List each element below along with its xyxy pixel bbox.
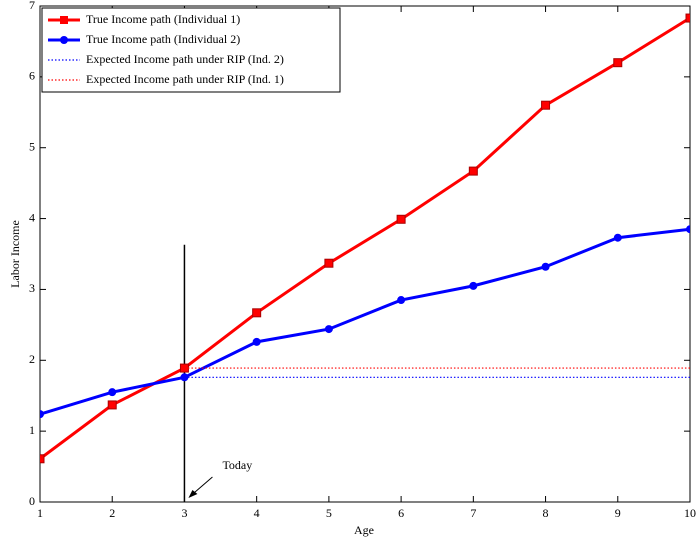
marker	[107, 400, 117, 410]
legend-label: True Income path (Individual 2)	[86, 32, 240, 46]
x-tick-label: 10	[684, 506, 696, 520]
x-axis-label: Age	[354, 523, 374, 537]
marker	[468, 166, 478, 176]
y-tick-label: 6	[29, 69, 35, 83]
legend-marker	[60, 16, 68, 24]
marker	[324, 325, 333, 334]
legend-marker	[60, 36, 68, 44]
marker	[396, 214, 406, 224]
marker	[541, 262, 550, 271]
annotation-arrowhead	[188, 490, 198, 498]
legend-box	[41, 7, 341, 93]
marker	[685, 13, 690, 23]
plot-area	[40, 13, 690, 502]
x-tick-label: 2	[109, 506, 115, 520]
marker	[541, 100, 551, 110]
x-tick-label: 6	[398, 506, 404, 520]
y-tick-label: 7	[29, 0, 35, 12]
y-tick-label: 4	[29, 210, 35, 224]
annotation-text: Today	[222, 458, 252, 472]
marker	[40, 410, 44, 419]
marker	[252, 308, 262, 318]
marker	[40, 454, 45, 464]
marker	[108, 388, 117, 397]
series-line	[40, 227, 690, 416]
marker	[469, 281, 478, 290]
y-axis-label: Labor Income	[8, 220, 22, 288]
marker	[613, 233, 622, 242]
x-tick-label: 1	[37, 506, 43, 520]
x-tick-label: 4	[254, 506, 260, 520]
marker	[613, 58, 623, 68]
y-tick-label: 1	[29, 423, 35, 437]
y-tick-label: 5	[29, 139, 35, 153]
marker	[397, 296, 406, 305]
x-tick-label: 9	[615, 506, 621, 520]
marker	[686, 225, 690, 234]
plot-frame	[39, 5, 691, 503]
x-tick-label: 7	[470, 506, 476, 520]
y-tick-label: 0	[29, 494, 35, 508]
legend-label: Expected Income path under RIP (Ind. 2)	[86, 52, 284, 66]
marker	[252, 337, 261, 346]
y-tick-label: 2	[29, 352, 35, 366]
series-line	[40, 16, 690, 460]
y-tick-label: 3	[29, 281, 35, 295]
x-tick-label: 5	[326, 506, 332, 520]
x-tick-label: 8	[543, 506, 549, 520]
legend-label: Expected Income path under RIP (Ind. 1)	[86, 72, 284, 86]
x-tick-label: 3	[181, 506, 187, 520]
legend-label: True Income path (Individual 1)	[86, 12, 240, 26]
marker	[324, 258, 334, 268]
